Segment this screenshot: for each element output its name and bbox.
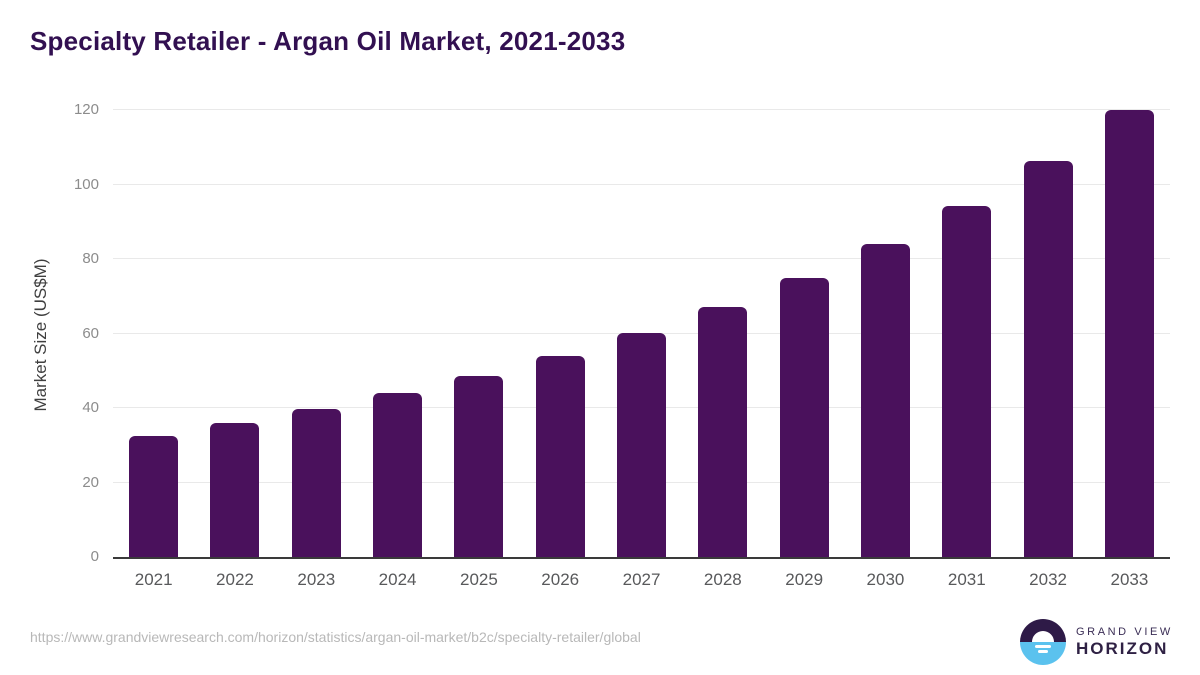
source-url: https://www.grandviewresearch.com/horizo… <box>30 629 641 645</box>
y-tick-120: 120 <box>73 101 99 118</box>
logo-brand-name: GRAND VIEW <box>1076 625 1173 638</box>
y-tick-80: 80 <box>82 250 99 268</box>
bar-2033 <box>1104 110 1154 557</box>
x-tick-2021: 2021 <box>134 570 173 589</box>
brand-logo: GRAND VIEW HORIZON <box>1020 619 1173 665</box>
grand-view-horizon-logo-icon <box>1020 619 1066 665</box>
gridline-100 <box>113 183 1170 185</box>
x-tick-2023: 2023 <box>297 570 336 589</box>
x-tick-2033: 2033 <box>1110 570 1149 589</box>
x-tick-2027: 2027 <box>622 570 661 589</box>
x-tick-2030: 2030 <box>866 570 905 589</box>
gridline-120 <box>113 109 1170 110</box>
bar-2025 <box>454 375 504 557</box>
bar-slot-2028 <box>682 110 763 557</box>
logo-text: GRAND VIEW HORIZON <box>1076 626 1173 659</box>
y-axis-title: Market Size (US$M) <box>31 258 50 412</box>
bar-slot-2026 <box>520 110 601 557</box>
chart-title: Specialty Retailer - Argan Oil Market, 2… <box>30 26 626 56</box>
y-tick-20: 20 <box>82 473 99 491</box>
bar-slot-2025 <box>438 110 519 557</box>
x-axis-tick-labels: 2021 2022 2023 2024 2025 2026 2027 2028 2029 2030… <box>113 570 1170 590</box>
bar-2022 <box>210 422 260 557</box>
plot-area: 0 20 40 60 80 100 120 <box>74 102 1170 565</box>
bar-slot-2027 <box>601 110 682 557</box>
bar-slot-2031 <box>926 110 1007 557</box>
y-tick-100: 100 <box>73 175 99 193</box>
bar-2026 <box>535 355 585 557</box>
bar-slot-2033 <box>1089 110 1170 557</box>
bar-2027 <box>617 332 667 557</box>
y-tick-0: 0 <box>90 548 99 565</box>
bar-2021 <box>129 436 179 557</box>
logo-reflection-line-icon <box>1035 645 1051 648</box>
bar-2030 <box>860 244 910 557</box>
x-tick-2026: 2026 <box>541 570 580 589</box>
bar-slot-2021 <box>113 110 194 557</box>
bar-slot-2022 <box>194 110 275 557</box>
bar-2032 <box>1023 161 1073 557</box>
bar-2023 <box>291 408 341 557</box>
x-tick-2022: 2022 <box>216 570 254 589</box>
x-tick-2024: 2024 <box>378 570 417 589</box>
logo-sun-icon <box>1032 631 1054 642</box>
x-tick-2029: 2029 <box>785 570 824 589</box>
bar-2029 <box>779 278 829 557</box>
bar-series <box>113 110 1170 557</box>
bar-2024 <box>373 393 423 557</box>
logo-reflection-line-icon <box>1038 650 1048 653</box>
bar-slot-2024 <box>357 110 438 557</box>
y-tick-40: 40 <box>82 399 99 417</box>
x-tick-2031: 2031 <box>947 570 986 589</box>
bar-slot-2032 <box>1007 110 1088 557</box>
bar-2028 <box>698 307 748 557</box>
logo-product-name: HORIZON <box>1076 638 1169 658</box>
bar-slot-2029 <box>764 110 845 557</box>
bar-slot-2030 <box>845 110 926 557</box>
gridline-80 <box>113 258 1170 260</box>
bar-slot-2023 <box>276 110 357 557</box>
x-tick-2032: 2032 <box>1029 570 1067 589</box>
x-tick-2028: 2028 <box>703 570 742 589</box>
x-tick-2025: 2025 <box>459 570 498 589</box>
y-tick-60: 60 <box>82 324 99 342</box>
bar-2031 <box>942 205 992 557</box>
